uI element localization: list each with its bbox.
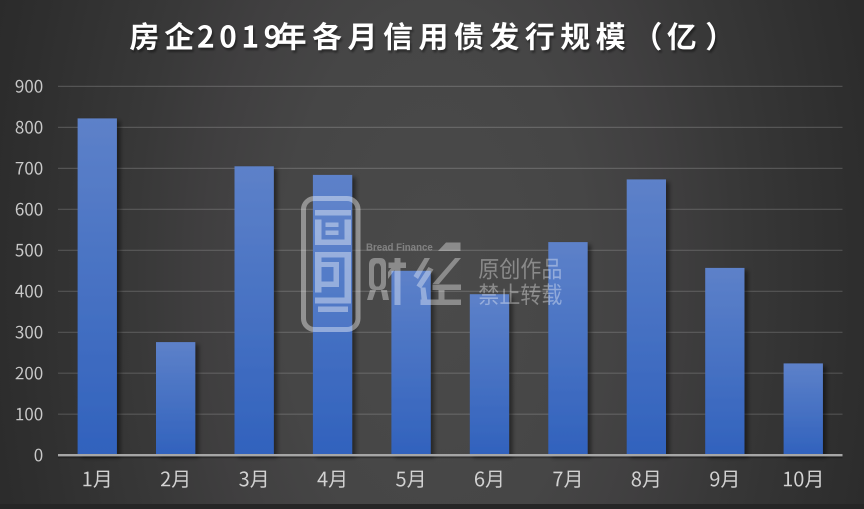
svg-text:Bread Finance: Bread Finance xyxy=(366,243,433,254)
